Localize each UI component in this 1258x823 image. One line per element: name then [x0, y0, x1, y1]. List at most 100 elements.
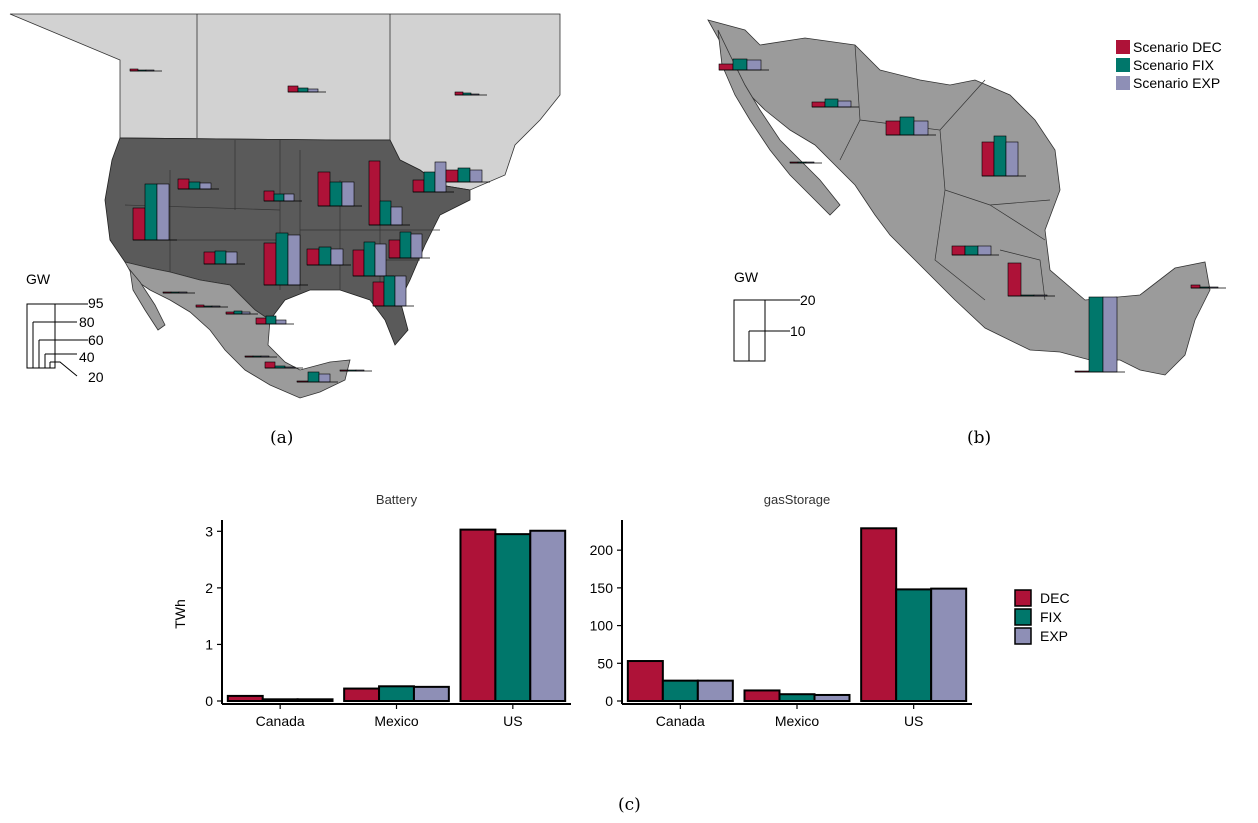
- chart-gasstorage-bar-us-fix: [895, 588, 933, 703]
- legend-b-label-dec: Scenario DEC: [1133, 39, 1222, 55]
- gw-title-b: GW: [734, 269, 759, 285]
- legend-b-swatch-fix: [1116, 58, 1130, 72]
- map-a-glyph-22-bar-2: [318, 373, 331, 383]
- map-a-glyph-4-bar-0: [177, 178, 190, 190]
- chart-gasstorage-bar-mexico-exp: [813, 693, 851, 703]
- chart-gasstorage-ytick-label-1: 50: [597, 655, 613, 671]
- map-b-glyph-1-bar-2: [837, 100, 852, 108]
- gw-scale-boxes-a: [26, 303, 56, 369]
- map-a-glyph-4-bar-1: [188, 181, 201, 190]
- map-a-glyph-2-bar-0: [454, 91, 464, 96]
- canada-border-line: [196, 14, 391, 140]
- mexico-state-lines: [839, 44, 1101, 361]
- gw-label-95: 95: [88, 295, 104, 311]
- map-a-glyph-8-bar-1: [423, 171, 436, 193]
- gw-scale-a: GW 95 80 60 40 20: [26, 271, 104, 385]
- map-b-glyph-4-bar-2: [977, 245, 992, 256]
- chart-battery-title: Battery: [376, 492, 418, 507]
- map-b-glyph-6-bar-1: [1088, 296, 1104, 373]
- chart-gasstorage-ytick-label-3: 150: [590, 580, 614, 596]
- map-b-glyph-4-bar-0: [951, 245, 966, 256]
- map-a-glyph-8-bar-2: [434, 161, 447, 193]
- map-a-glyph-7-bar-2: [390, 206, 403, 226]
- legend-b-swatch-dec: [1116, 40, 1130, 54]
- chart-battery-bar-mexico-exp: [412, 685, 450, 702]
- map-a-glyph-14-bar-0: [388, 239, 401, 259]
- legend-c-label-exp: EXP: [1040, 628, 1068, 644]
- mexico-region-b: [707, 19, 1211, 376]
- gw-scale-b: GW 20 10: [733, 269, 816, 362]
- map-a-glyph-9-bar-2: [469, 169, 483, 183]
- map-a-glyph-12-bar-0: [306, 248, 320, 266]
- map-a-glyph-13-bar-1: [363, 241, 376, 277]
- map-b-glyph-6-bar-2: [1102, 296, 1118, 373]
- map-a-glyph-9-bar-0: [445, 169, 459, 183]
- map-a-glyph-16-bar-2: [275, 319, 287, 325]
- map-a-glyph-5-bar-1: [273, 193, 285, 202]
- map-b-glyph-0-bar-1: [732, 58, 748, 71]
- map-a-glyph-3-bar-1: [144, 183, 158, 241]
- ylabel-twh: TWh: [172, 599, 188, 629]
- chart-battery-bar-mexico-dec: [343, 687, 381, 703]
- gw-scale-lines-a: [27, 303, 88, 377]
- baja-b: [717, 29, 841, 216]
- chart-gasstorage-xtick-label-0: Canada: [656, 713, 705, 729]
- chart-gasstorage-ytick-label-2: 100: [590, 618, 614, 634]
- map-a-glyph-17-bar-1: [233, 310, 243, 315]
- map-a-glyph-1-bar-0: [287, 85, 299, 93]
- gw-label-b-10: 10: [790, 323, 806, 339]
- map-b-glyph-0-bar-0: [718, 63, 734, 71]
- chart-gasstorage-bar-mexico-dec: [743, 689, 781, 702]
- gw-label-40: 40: [79, 349, 95, 365]
- legend-b-swatch-exp: [1116, 76, 1130, 90]
- chart-gasstorage-bar-canada-exp: [696, 679, 734, 703]
- gw-label-b-20: 20: [800, 292, 816, 308]
- chart-battery-bar-canada-fix: [261, 698, 299, 702]
- map-a-glyph-12-bar-1: [318, 246, 332, 266]
- map-a-glyph-10-bar-2: [225, 251, 238, 265]
- map-b-glyph-3-bar-2: [1005, 141, 1019, 177]
- map-b-glyph-2-bar-0: [885, 120, 901, 136]
- legend-c: DEC FIX EXP: [1014, 589, 1070, 645]
- chart-battery-bar-mexico-fix: [378, 685, 415, 703]
- chart-battery-bar-canada-exp: [296, 698, 334, 702]
- map-a-glyph-3-bar-0: [132, 207, 146, 241]
- chart-gasstorage-xtick-label-2: US: [904, 713, 923, 729]
- map-b-glyph-2-bar-2: [913, 120, 929, 136]
- map-a-glyph-13-bar-0: [352, 249, 365, 277]
- chart-gasstorage-title: gasStorage: [764, 492, 831, 507]
- legend-b: Scenario DEC Scenario FIX Scenario EXP: [1116, 39, 1222, 91]
- map-b-glyph-1-bar-0: [811, 101, 826, 108]
- map-a-glyph-15-bar-0: [372, 281, 385, 307]
- map-a-glyph-13-bar-2: [374, 243, 387, 277]
- chart-battery-xtick-label-2: US: [503, 713, 522, 729]
- chart-gasstorage-ytick-label-0: 0: [605, 693, 613, 709]
- panel-b-map: Scenario DEC Scenario FIX Scenario EXP G…: [707, 19, 1226, 376]
- map-a-glyph-14-bar-2: [410, 233, 423, 259]
- map-a-glyph-3-bar-2: [156, 183, 170, 241]
- chart-battery-bar-us-fix: [494, 533, 532, 702]
- caption-a: (a): [270, 428, 293, 448]
- map-a-glyph-1-bar-2: [307, 88, 319, 93]
- chart-gasstorage-bar-canada-dec: [626, 660, 664, 703]
- map-a-glyph-6-bar-0: [317, 171, 331, 207]
- map-b-glyph-4-bar-1: [964, 245, 979, 256]
- chart-battery-bar-us-dec: [459, 528, 497, 702]
- legend-c-label-dec: DEC: [1040, 590, 1070, 606]
- battery-chart: Battery 0 1 2 3 Canada Mexico US: [205, 492, 571, 729]
- legend-c-swatch-fix: [1014, 608, 1032, 626]
- chart-battery-ytick-label-1: 1: [205, 636, 213, 652]
- map-a-glyph-8-bar-0: [412, 179, 425, 193]
- chart-battery-bar-canada-dec: [226, 694, 264, 702]
- chart-gasstorage-bar-canada-fix: [661, 679, 699, 703]
- baja-a: [129, 268, 166, 331]
- chart-battery-ytick-label-2: 2: [205, 580, 213, 596]
- map-b-glyph-2-bar-1: [899, 116, 915, 136]
- map-a-glyph-16-bar-0: [255, 317, 267, 325]
- map-b-glyph-3-bar-0: [981, 141, 995, 177]
- map-a-glyph-5-bar-2: [283, 193, 295, 202]
- map-a-glyph-15-bar-1: [383, 275, 396, 307]
- chart-battery-ytick-label-3: 3: [205, 523, 213, 539]
- gw-label-60: 60: [88, 332, 104, 348]
